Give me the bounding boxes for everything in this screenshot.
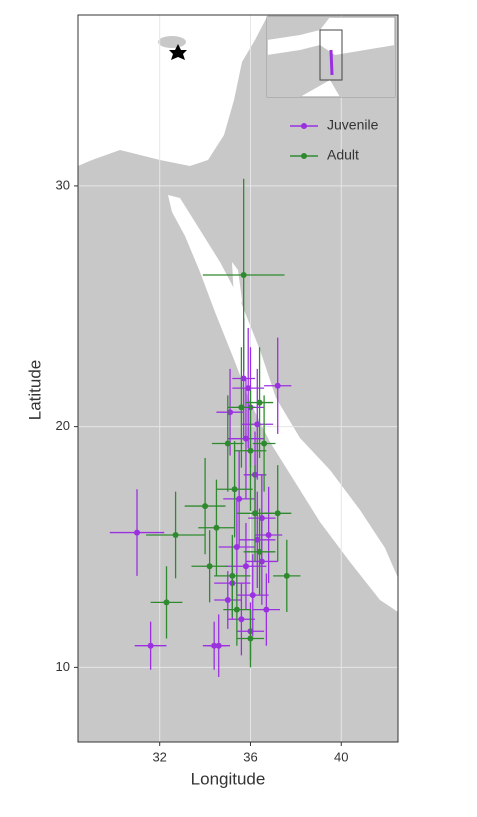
plot-border — [77, 14, 399, 743]
point — [254, 536, 261, 543]
point — [252, 510, 259, 517]
point — [231, 486, 238, 493]
inset-points — [329, 49, 334, 76]
point — [240, 375, 247, 382]
x-tick-label: 32 — [152, 749, 166, 764]
point — [163, 599, 170, 606]
point — [256, 548, 263, 555]
point — [242, 563, 249, 570]
legend-key — [301, 153, 307, 159]
point — [256, 399, 263, 406]
y-tick-label: 20 — [56, 418, 70, 433]
point — [265, 531, 272, 538]
cyprus — [158, 36, 186, 48]
point — [238, 616, 245, 623]
point — [254, 421, 261, 428]
point — [238, 404, 245, 411]
point — [206, 563, 213, 570]
y-tick-label: 10 — [56, 659, 70, 674]
point — [227, 409, 234, 416]
inset-land — [267, 17, 330, 40]
red-sea — [168, 195, 398, 612]
point — [202, 503, 209, 510]
point — [274, 510, 281, 517]
gulf-of-aqaba — [232, 262, 242, 322]
mediterranean-sea — [78, 15, 268, 166]
point — [283, 572, 290, 579]
inset-map — [266, 16, 396, 98]
point — [261, 440, 268, 447]
point — [224, 440, 231, 447]
point — [249, 592, 256, 599]
x-axis-title: Longitude — [191, 769, 266, 788]
point — [233, 606, 240, 613]
point — [224, 596, 231, 603]
x-tick-label: 40 — [334, 749, 348, 764]
point — [229, 572, 236, 579]
y-tick-label: 30 — [56, 177, 70, 192]
legend-label: Adult — [327, 147, 359, 163]
point — [242, 435, 249, 442]
point — [213, 524, 220, 531]
point — [258, 515, 265, 522]
point — [134, 529, 141, 536]
point — [240, 271, 247, 278]
point — [247, 635, 254, 642]
legend-label: Juvenile — [327, 117, 379, 133]
map — [78, 15, 398, 742]
point — [274, 382, 281, 389]
point — [247, 447, 254, 454]
point — [215, 642, 222, 649]
point — [233, 544, 240, 551]
star-marker — [169, 44, 187, 60]
point — [172, 531, 179, 538]
point — [147, 642, 154, 649]
series — [146, 178, 301, 668]
y-axis-title: Latitude — [25, 360, 44, 421]
point — [236, 495, 243, 502]
x-tick-label: 36 — [243, 749, 257, 764]
point — [263, 606, 270, 613]
inset-extent — [319, 29, 343, 81]
legend-key — [301, 123, 307, 129]
point — [245, 385, 252, 392]
